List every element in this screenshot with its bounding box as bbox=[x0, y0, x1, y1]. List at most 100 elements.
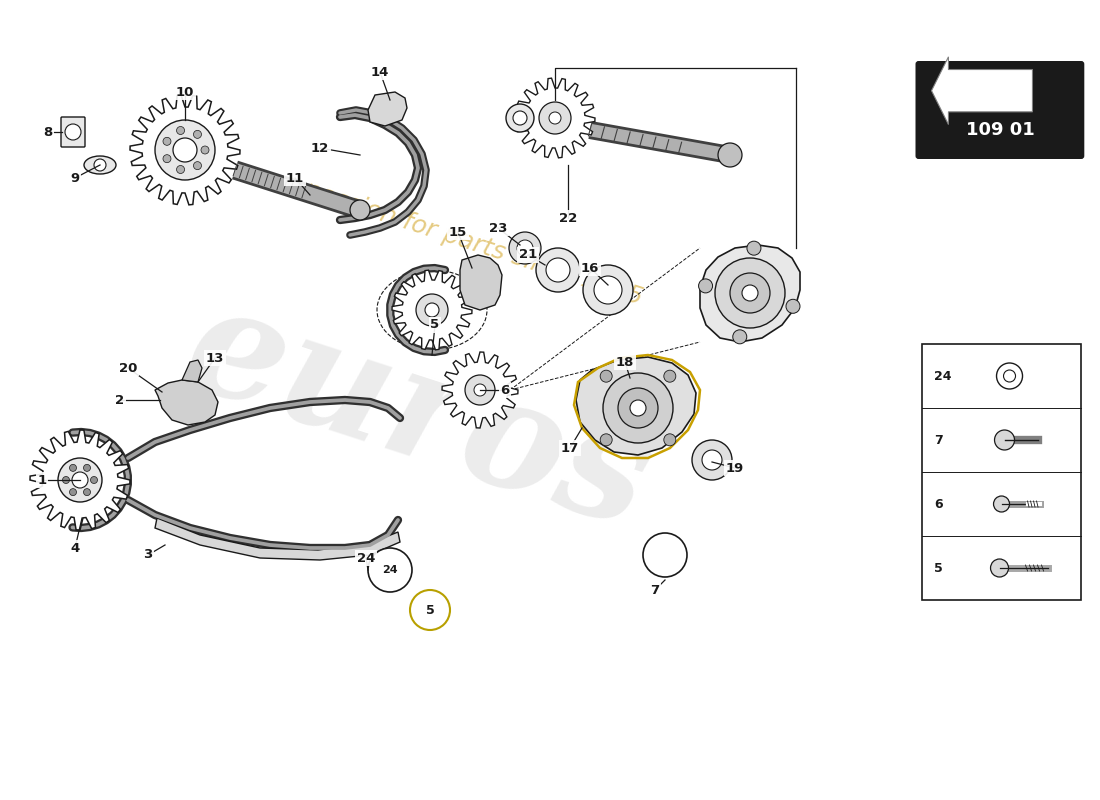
Text: 1: 1 bbox=[37, 474, 46, 486]
Circle shape bbox=[536, 248, 580, 292]
Ellipse shape bbox=[84, 156, 116, 174]
Polygon shape bbox=[932, 57, 1033, 125]
Polygon shape bbox=[182, 360, 202, 382]
Circle shape bbox=[350, 200, 370, 220]
Text: 6: 6 bbox=[934, 498, 943, 510]
Polygon shape bbox=[368, 92, 407, 126]
Circle shape bbox=[84, 489, 90, 496]
Polygon shape bbox=[130, 95, 240, 205]
Text: 4: 4 bbox=[70, 542, 79, 554]
Circle shape bbox=[84, 464, 90, 471]
Circle shape bbox=[163, 154, 170, 162]
FancyBboxPatch shape bbox=[60, 117, 85, 147]
Text: 10: 10 bbox=[176, 86, 195, 98]
Polygon shape bbox=[155, 380, 218, 425]
Circle shape bbox=[509, 232, 541, 264]
Circle shape bbox=[69, 464, 77, 471]
Circle shape bbox=[69, 489, 77, 496]
Circle shape bbox=[663, 434, 675, 446]
Circle shape bbox=[176, 126, 185, 134]
Circle shape bbox=[601, 434, 613, 446]
Circle shape bbox=[630, 400, 646, 416]
Circle shape bbox=[474, 384, 486, 396]
Text: 5: 5 bbox=[430, 318, 440, 331]
Circle shape bbox=[539, 102, 571, 134]
Circle shape bbox=[63, 477, 69, 483]
Circle shape bbox=[201, 146, 209, 154]
Circle shape bbox=[997, 363, 1023, 389]
Circle shape bbox=[506, 104, 534, 132]
Text: 109 01: 109 01 bbox=[966, 122, 1034, 139]
Circle shape bbox=[603, 373, 673, 443]
Text: 5: 5 bbox=[934, 562, 943, 574]
Text: 13: 13 bbox=[206, 351, 224, 365]
Text: 12: 12 bbox=[311, 142, 329, 154]
FancyBboxPatch shape bbox=[922, 344, 1081, 600]
Circle shape bbox=[698, 279, 713, 293]
Circle shape bbox=[155, 120, 214, 180]
Text: 6: 6 bbox=[500, 383, 509, 397]
Circle shape bbox=[94, 159, 106, 171]
Text: 16: 16 bbox=[581, 262, 600, 274]
Circle shape bbox=[194, 162, 201, 170]
Circle shape bbox=[194, 130, 201, 138]
Text: 3: 3 bbox=[143, 549, 153, 562]
Circle shape bbox=[990, 559, 1009, 577]
Circle shape bbox=[176, 166, 185, 174]
Text: 7: 7 bbox=[934, 434, 943, 446]
Circle shape bbox=[58, 458, 102, 502]
Circle shape bbox=[993, 496, 1010, 512]
Circle shape bbox=[65, 124, 81, 140]
Circle shape bbox=[517, 240, 534, 256]
Circle shape bbox=[715, 258, 785, 328]
Text: a passion for parts since 1985: a passion for parts since 1985 bbox=[278, 170, 646, 310]
Polygon shape bbox=[155, 518, 400, 560]
Text: 8: 8 bbox=[43, 126, 53, 138]
Text: 9: 9 bbox=[70, 171, 79, 185]
Polygon shape bbox=[392, 270, 472, 350]
Circle shape bbox=[410, 590, 450, 630]
Text: 20: 20 bbox=[119, 362, 138, 374]
Circle shape bbox=[173, 138, 197, 162]
Polygon shape bbox=[442, 352, 518, 428]
Circle shape bbox=[733, 330, 747, 344]
Polygon shape bbox=[700, 245, 800, 342]
Circle shape bbox=[513, 111, 527, 125]
Polygon shape bbox=[576, 357, 696, 455]
Polygon shape bbox=[30, 430, 130, 530]
Circle shape bbox=[72, 472, 88, 488]
Text: 18: 18 bbox=[616, 355, 635, 369]
Circle shape bbox=[786, 299, 800, 314]
Circle shape bbox=[730, 273, 770, 313]
Text: 17: 17 bbox=[561, 442, 579, 454]
Text: 7: 7 bbox=[650, 583, 660, 597]
Polygon shape bbox=[515, 78, 595, 158]
Circle shape bbox=[742, 285, 758, 301]
Circle shape bbox=[368, 548, 412, 592]
Text: 22: 22 bbox=[559, 211, 578, 225]
Text: 5: 5 bbox=[426, 603, 434, 617]
Circle shape bbox=[663, 370, 675, 382]
Circle shape bbox=[549, 112, 561, 124]
Circle shape bbox=[583, 265, 632, 315]
Text: 2: 2 bbox=[116, 394, 124, 406]
Circle shape bbox=[601, 370, 613, 382]
Text: 24: 24 bbox=[934, 370, 952, 382]
Circle shape bbox=[994, 430, 1014, 450]
Text: euros: euros bbox=[168, 271, 668, 561]
Circle shape bbox=[546, 258, 570, 282]
Circle shape bbox=[1003, 370, 1015, 382]
FancyBboxPatch shape bbox=[915, 61, 1085, 159]
Circle shape bbox=[594, 276, 621, 304]
Text: 14: 14 bbox=[371, 66, 389, 78]
Circle shape bbox=[163, 138, 170, 146]
Text: 23: 23 bbox=[488, 222, 507, 234]
Polygon shape bbox=[460, 255, 502, 310]
Circle shape bbox=[416, 294, 448, 326]
Circle shape bbox=[692, 440, 732, 480]
Text: 21: 21 bbox=[519, 249, 537, 262]
Circle shape bbox=[702, 450, 722, 470]
Circle shape bbox=[90, 477, 98, 483]
Circle shape bbox=[465, 375, 495, 405]
Circle shape bbox=[644, 533, 688, 577]
